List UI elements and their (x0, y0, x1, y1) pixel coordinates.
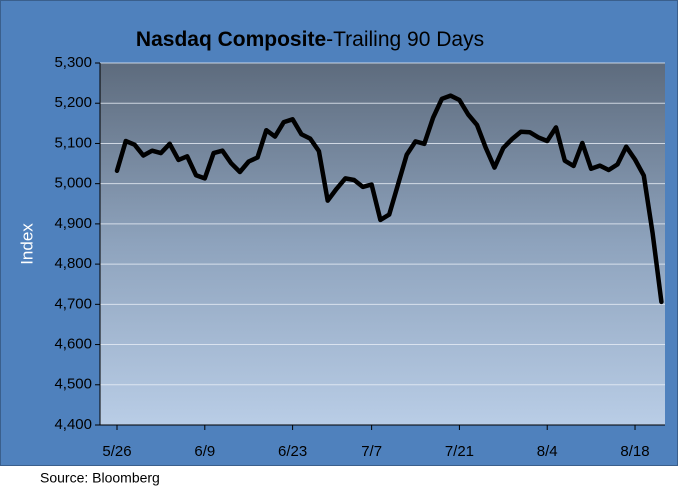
y-tick-label: 5,300 (54, 54, 92, 71)
x-tick-label: 8/18 (620, 443, 649, 460)
subtitle: -Trailing 90 Days (326, 28, 484, 51)
y-tick-label: 4,400 (54, 416, 92, 433)
y-tick-label: 5,200 (54, 94, 92, 111)
x-tick-label: 8/4 (537, 443, 558, 460)
y-tick-label: 4,600 (54, 336, 92, 353)
x-tick-label: 5/26 (102, 443, 131, 460)
y-axis-label: Index (17, 223, 36, 265)
y-tick-label: 4,500 (54, 376, 92, 393)
title: Nasdaq Composite (136, 28, 326, 51)
chart-title: Nasdaq Composite-Trailing 90 Days (136, 28, 484, 51)
source: Source: Bloomberg (40, 470, 160, 486)
y-tick-label: 4,800 (54, 255, 92, 272)
data-line (114, 93, 664, 305)
x-tick-label: 7/7 (361, 443, 382, 460)
y-tick-label: 4,700 (54, 295, 92, 312)
x-tick-label: 6/23 (278, 443, 307, 460)
x-tick-label: 6/9 (194, 443, 215, 460)
y-tick-label: 5,100 (54, 134, 92, 151)
x-tick-label: 7/21 (445, 443, 474, 460)
y-tick-label: 5,000 (54, 175, 92, 192)
source-box (33, 467, 185, 489)
plot-area (100, 63, 665, 425)
y-tick-label: 4,900 (54, 215, 92, 232)
